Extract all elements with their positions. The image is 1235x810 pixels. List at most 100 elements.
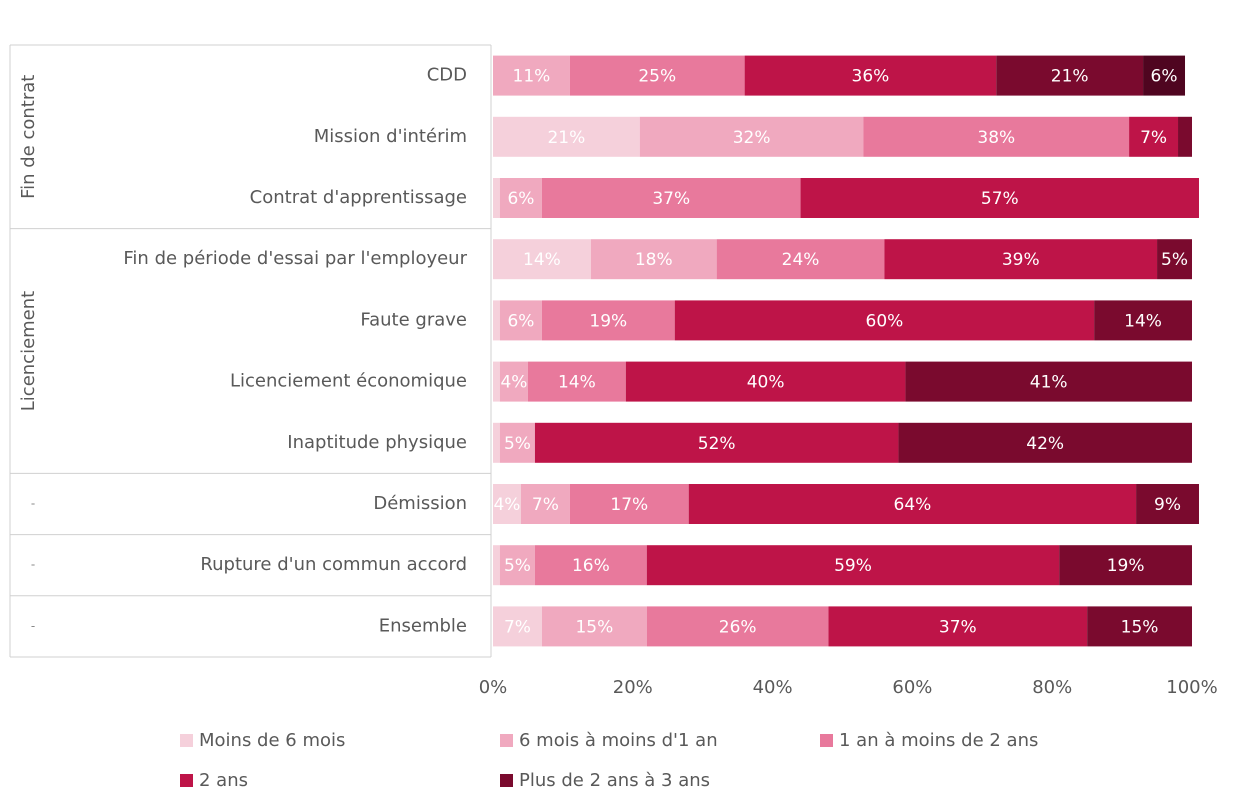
bar-segment [1136, 484, 1199, 524]
bar-segment [590, 239, 717, 280]
legend-swatch [180, 774, 193, 787]
bar-segment [493, 239, 591, 280]
data-label: 39% [1002, 250, 1040, 270]
data-label: 5% [504, 434, 531, 454]
data-label: 37% [652, 189, 690, 209]
bar-segment [1129, 116, 1179, 157]
legend-item: Moins de 6 mois [180, 730, 345, 751]
data-label: 64% [894, 495, 932, 515]
bar-segment [639, 116, 864, 157]
data-label: 17% [610, 495, 648, 515]
x-tick-label: 40% [753, 677, 793, 698]
bar-segment [800, 178, 1199, 218]
legend-item: Plus de 2 ans à 3 ans [500, 770, 710, 791]
bar-segment [569, 484, 689, 524]
group-label: Fin de contrat [18, 75, 39, 199]
bar-segment [688, 484, 1137, 524]
data-label: 5% [1161, 250, 1188, 270]
bar-segment [493, 178, 500, 218]
legend-swatch [500, 734, 513, 747]
data-label: 14% [558, 373, 596, 393]
data-label: 26% [719, 617, 757, 637]
category-label: Fin de période d'essai par l'employeur [123, 248, 467, 269]
category-label: Licenciement économique [230, 371, 467, 392]
group-label: - [31, 619, 35, 633]
legend-label: Plus de 2 ans à 3 ans [519, 770, 711, 791]
x-tick-label: 20% [613, 677, 653, 698]
x-tick-label: 60% [892, 677, 932, 698]
bar-segment [996, 55, 1144, 96]
data-label: 42% [1026, 434, 1064, 454]
data-label: 57% [981, 189, 1019, 209]
bar-segment [1087, 606, 1192, 647]
legend-label: 6 mois à moins d'1 an [519, 730, 718, 751]
bar-segment [541, 178, 801, 218]
bar-segment [884, 239, 1158, 280]
data-label: 5% [504, 556, 531, 576]
bar-segment [1059, 545, 1192, 586]
data-label: 18% [635, 250, 673, 270]
data-label: 16% [572, 556, 610, 576]
bar-segment [493, 116, 640, 157]
data-label: 19% [589, 311, 627, 331]
category-label: Rupture d'un commun accord [200, 554, 467, 575]
data-label: 36% [852, 67, 890, 87]
data-label: 24% [782, 250, 820, 270]
group-label: - [31, 497, 35, 511]
data-label: 9% [1154, 495, 1181, 515]
legend-label: 2 ans [199, 770, 248, 791]
bar-segment [534, 422, 899, 463]
x-tick-label: 100% [1166, 677, 1217, 698]
data-label: 59% [834, 556, 872, 576]
legend-item: 2 ans [180, 770, 248, 791]
data-label: 38% [977, 128, 1015, 148]
bar-segment [1178, 116, 1192, 157]
data-label: 7% [504, 617, 531, 637]
category-label: Faute grave [360, 309, 467, 330]
data-label: 41% [1030, 373, 1068, 393]
data-label: 7% [1140, 128, 1167, 148]
bar-segment [534, 545, 647, 586]
group-label: - [31, 558, 35, 572]
group-label: Licenciement [18, 291, 39, 411]
data-label: 21% [1051, 67, 1089, 87]
category-label: Contrat d'apprentissage [250, 187, 467, 208]
bar-segment [646, 606, 829, 647]
legend-swatch [180, 734, 193, 747]
bar-segment [493, 55, 570, 96]
data-label: 14% [1124, 311, 1162, 331]
data-label: 25% [638, 67, 676, 87]
bar-segment [493, 545, 500, 586]
bar-segment [646, 545, 1060, 586]
legend-item: 6 mois à moins d'1 an [500, 730, 718, 751]
bar-segment [499, 300, 542, 341]
bar-segment [493, 606, 542, 647]
bar-segment [499, 361, 528, 402]
bar-segment [541, 300, 675, 341]
legend-label: Moins de 6 mois [199, 730, 346, 751]
bar-segment [520, 484, 570, 524]
bar-segment [541, 606, 647, 647]
data-label: 52% [698, 434, 736, 454]
bar-segment [1157, 239, 1192, 280]
bar-segment [499, 178, 542, 218]
data-label: 14% [523, 250, 561, 270]
bar-segment [674, 300, 1095, 341]
bar-segment [898, 422, 1192, 463]
legend-swatch [820, 734, 833, 747]
legend-label: 1 an à moins de 2 ans [839, 730, 1039, 751]
bar-segment [569, 55, 745, 96]
data-label: 7% [532, 495, 559, 515]
x-tick-label: 0% [479, 677, 508, 698]
bar-segment [493, 422, 500, 463]
bar-segment [905, 361, 1192, 402]
data-label: 21% [547, 128, 585, 148]
legend-item: 1 an à moins de 2 ans [820, 730, 1038, 751]
legend-swatch [500, 774, 513, 787]
chart-legend: Moins de 6 mois 6 mois à moins d'1 an 1 an… [180, 730, 1220, 800]
data-label: 4% [493, 495, 520, 515]
data-label: 11% [513, 67, 551, 87]
x-tick-label: 80% [1032, 677, 1072, 698]
bar-segment [499, 422, 535, 463]
